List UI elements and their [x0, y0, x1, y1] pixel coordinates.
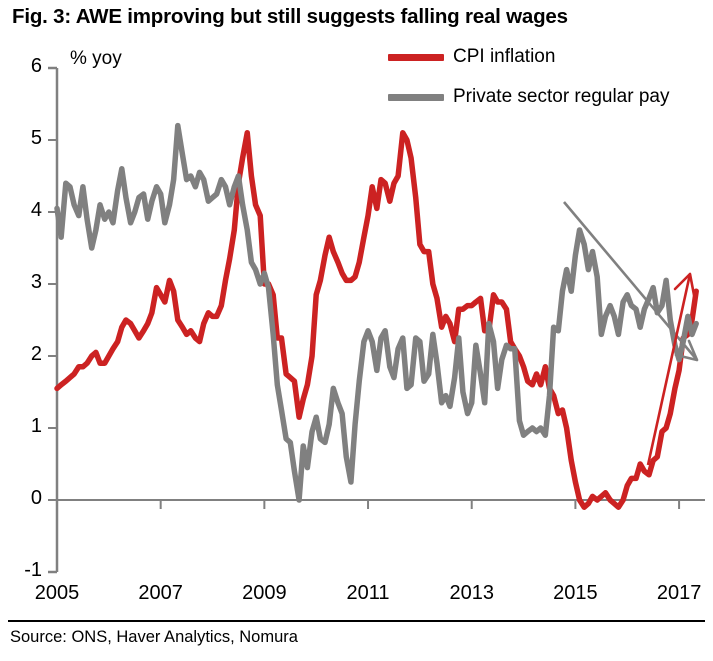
x-tick-label-2017: 2017 — [656, 582, 702, 604]
cpi-uptrend-arrow-shaft — [646, 273, 692, 466]
pay-downtrend-arrow-head — [674, 339, 699, 362]
y-tick-label-3: 3 — [30, 271, 42, 293]
legend-swatch-pay — [388, 93, 444, 101]
x-tick-label-2015: 2015 — [553, 582, 598, 604]
x-tick-label-2013: 2013 — [449, 582, 494, 604]
x-tick-label-2011: 2011 — [346, 582, 390, 604]
y-tick-label-1: 1 — [30, 415, 42, 437]
x-tick-label-2005: 2005 — [34, 582, 80, 604]
figure-title: Fig. 3: AWE improving but still suggests… — [12, 5, 568, 28]
source-note: Source: ONS, Haver Analytics, Nomura — [10, 628, 298, 646]
annotation-arrows — [563, 201, 699, 466]
y-tick-label-neg1: -1 — [24, 559, 42, 581]
series-line-cpi-inflation — [54, 130, 699, 510]
y-tick-label-5: 5 — [30, 127, 42, 149]
legend-item-private-sector-regular-pay: Private sector regular pay — [388, 86, 670, 108]
y-tick-label-0: 0 — [30, 487, 42, 509]
legend-label-cpi: CPI inflation — [453, 46, 556, 67]
series-line-private-sector-regular-pay — [54, 122, 699, 503]
y-tick-label-6: 6 — [30, 55, 42, 77]
legend-label-pay: Private sector regular pay — [453, 86, 670, 107]
y-axis-units-label: % yoy — [70, 48, 122, 69]
x-tick-label-2007: 2007 — [138, 582, 183, 604]
x-tick-label-2009: 2009 — [242, 582, 287, 604]
source-divider — [8, 620, 705, 622]
legend-item-cpi-inflation: CPI inflation — [388, 46, 555, 68]
y-tick-label-4: 4 — [30, 199, 42, 221]
pay-downtrend-arrow-shaft — [563, 201, 698, 361]
legend-swatch-cpi — [388, 53, 444, 61]
y-tick-label-2: 2 — [30, 343, 42, 365]
cpi-uptrend-arrow-head — [673, 272, 696, 297]
